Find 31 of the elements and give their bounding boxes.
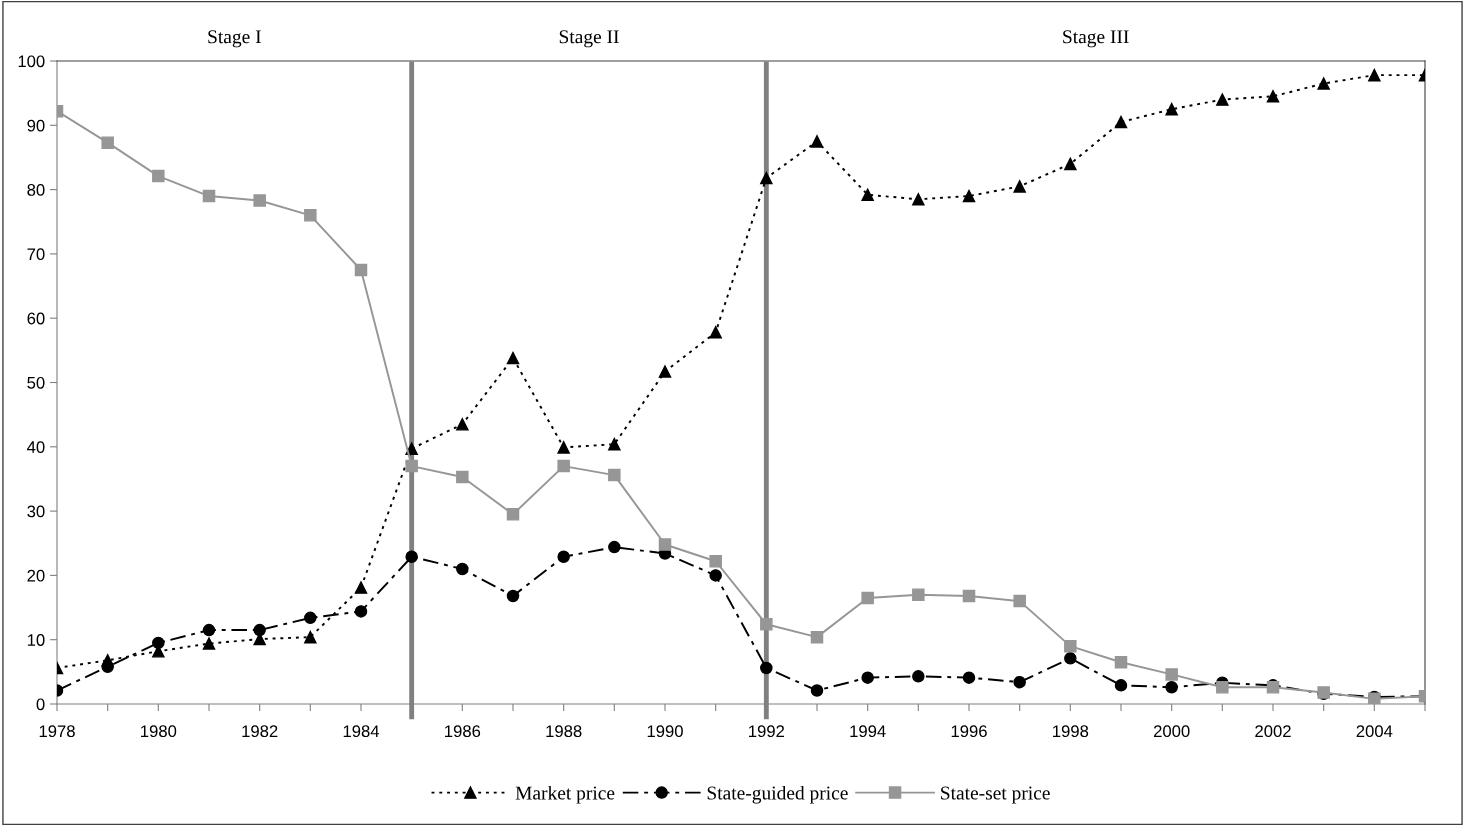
x-tick-label: 2004 — [1356, 725, 1393, 738]
y-tick-label: 20 — [27, 569, 45, 582]
x-tick-label: 1980 — [141, 725, 177, 738]
x-tick-label: 2000 — [1153, 725, 1190, 738]
y-tick-label: 50 — [27, 376, 45, 389]
x-tick-label: 1978 — [39, 725, 75, 738]
x-tick-label: 1996 — [951, 725, 987, 738]
legend-label: State-guided price — [707, 785, 848, 804]
legend-label: Market price — [515, 785, 615, 804]
y-tick-label: 90 — [27, 119, 45, 132]
x-tick-label: 1994 — [850, 725, 886, 738]
y-tick-label: 80 — [27, 184, 45, 196]
y-tick-label: 0 — [36, 698, 45, 711]
text: Stage II — [559, 30, 619, 48]
x-tick-label: 1986 — [445, 725, 481, 738]
x-tick-label: 1992 — [749, 725, 785, 738]
y-tick-label: 30 — [27, 505, 45, 518]
legend-label: State-set price — [941, 786, 1050, 804]
y-tick-label: 60 — [27, 312, 45, 325]
x-tick-label: 1984 — [343, 725, 380, 738]
text: Stage I — [208, 30, 261, 48]
y-tick-label: 70 — [27, 248, 45, 261]
x-tick-label: 2002 — [1255, 725, 1291, 738]
y-tick-label: 100 — [18, 55, 45, 68]
y-tick-label: 10 — [27, 634, 45, 646]
x-tick-label: 1998 — [1053, 725, 1089, 738]
text: Stage III — [1063, 30, 1129, 48]
x-tick-label: 1990 — [647, 725, 683, 738]
y-tick-label: 40 — [27, 441, 45, 453]
x-tick-label: 1982 — [242, 725, 278, 738]
x-tick-label: 1988 — [546, 725, 582, 738]
